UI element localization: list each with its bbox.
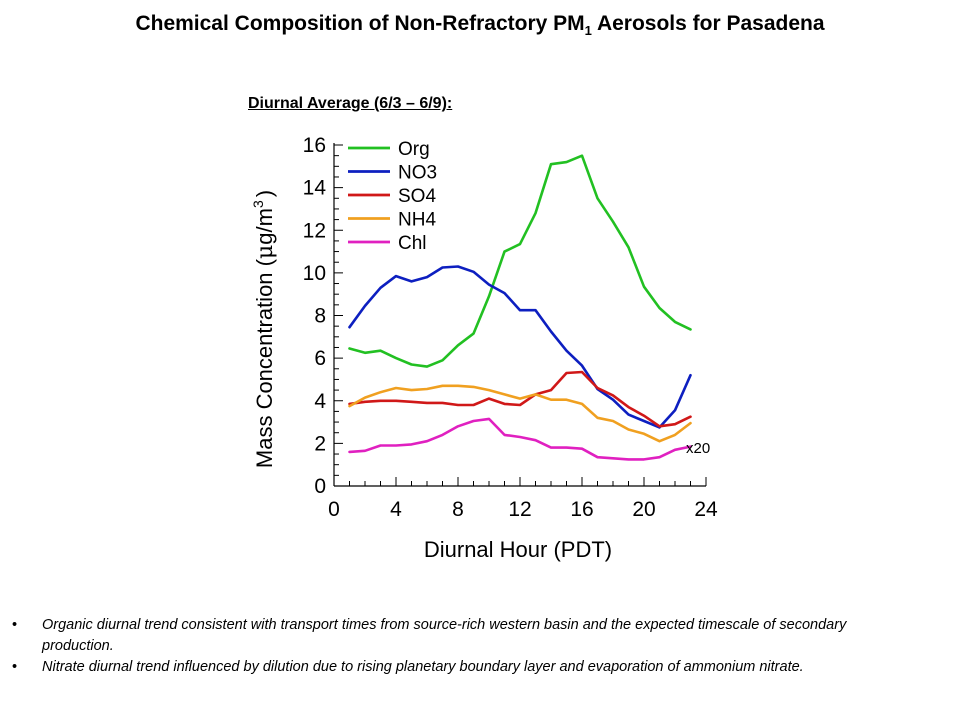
y-axis-label-main: Mass Concentration ( <box>252 258 277 468</box>
series-line-nh4 <box>348 384 692 443</box>
x-tick-label: 8 <box>452 498 464 521</box>
bullet-text: Organic diurnal trend consistent with tr… <box>42 617 847 654</box>
x-tick-label: 16 <box>570 498 593 521</box>
chart-annotation: x20 <box>686 440 710 457</box>
x-tick-label: 0 <box>328 498 340 521</box>
legend-label-so4: SO4 <box>398 186 436 207</box>
x-axis-label: Diurnal Hour (PDT) <box>424 537 612 562</box>
legend-label-org: Org <box>398 139 430 160</box>
x-tick-label: 24 <box>694 498 718 521</box>
legend-label-chl: Chl <box>398 233 427 254</box>
y-tick-label: 4 <box>314 390 326 413</box>
bullet-item: • Nitrate diurnal trend influenced by dil… <box>12 657 912 678</box>
legend-label-nh4: NH4 <box>398 210 436 231</box>
chart-series-lines <box>348 154 692 461</box>
bullet-item: • Organic diurnal trend consistent with t… <box>12 615 912 657</box>
y-axis-label-mu: μ <box>253 245 278 259</box>
title-end: Aerosols for Pasadena <box>591 12 825 35</box>
x-tick-label: 4 <box>390 498 402 521</box>
chart-subtitle: Diurnal Average (6/3 – 6/9): <box>248 95 453 112</box>
series-line-no3 <box>348 265 692 429</box>
y-axis-label-sup: 3 <box>250 200 266 208</box>
title-subscript: 1 <box>584 23 592 39</box>
y-tick-label: 2 <box>314 432 326 455</box>
y-tick-label: 6 <box>314 347 326 370</box>
bullet-marker: • <box>12 617 18 633</box>
bullet-marker: • <box>12 659 18 675</box>
y-axis-label-close: ) <box>252 190 277 197</box>
x-tick-label: 20 <box>632 498 655 521</box>
y-axis-label: Mass Concentration (μg/m3) <box>250 190 278 468</box>
series-line-org <box>348 154 692 368</box>
y-tick-label: 16 <box>303 134 326 157</box>
bullet-text: Nitrate diurnal trend influenced by dilu… <box>42 659 804 675</box>
y-tick-label: 12 <box>303 219 326 242</box>
x-tick-label: 12 <box>508 498 531 521</box>
y-tick-label: 10 <box>303 262 326 285</box>
legend-label-no3: NO3 <box>398 163 437 184</box>
y-axis-label-unit: g/m <box>252 208 277 245</box>
title-main: Chemical Composition of Non-Refractory P… <box>135 12 585 35</box>
y-tick-label: 0 <box>314 475 326 498</box>
series-line-chl <box>348 417 692 461</box>
series-line-so4 <box>348 370 692 428</box>
y-tick-label: 8 <box>314 305 326 328</box>
bullet-list: • Organic diurnal trend consistent with t… <box>12 615 912 678</box>
y-tick-label: 14 <box>303 177 327 200</box>
slide-title: Chemical Composition of Non-Refractory P… <box>0 12 960 38</box>
